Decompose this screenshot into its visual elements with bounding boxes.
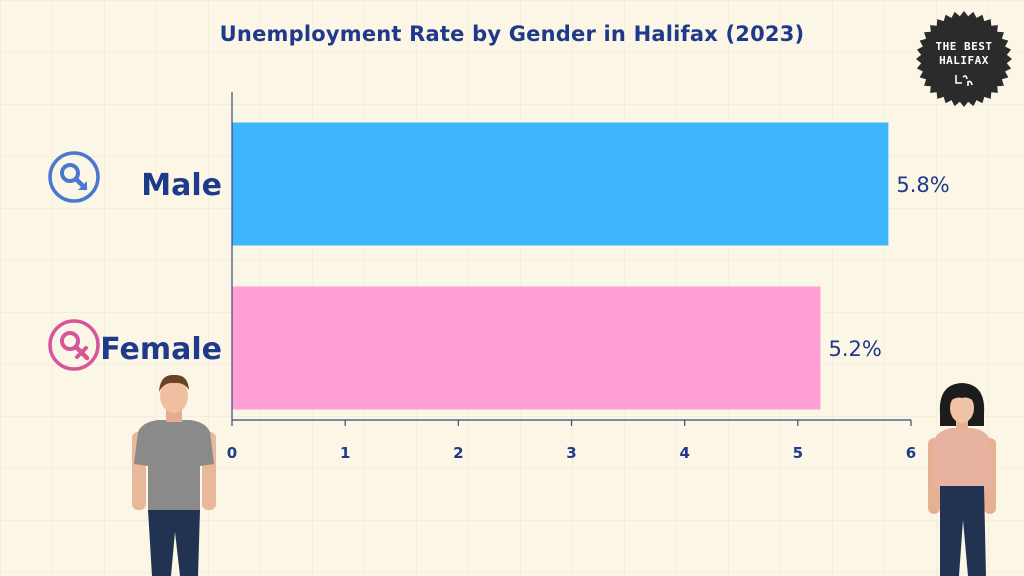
logo-line1: THE BEST	[935, 40, 993, 53]
bar-female	[232, 286, 821, 410]
female-symbol-icon	[48, 319, 100, 371]
woman-illustration	[928, 383, 996, 576]
value-label-male: 5.8%	[896, 173, 949, 197]
logo-badge: THE BEST HALIFAX	[915, 10, 1013, 108]
logo-line2: HALIFAX	[939, 54, 989, 67]
logo-seal-shape	[916, 11, 1012, 107]
x-tick-label: 2	[453, 444, 463, 462]
x-tick-label: 6	[906, 444, 916, 462]
logo-doodle-icon	[955, 75, 973, 86]
x-tick-label: 4	[679, 444, 689, 462]
category-label-male: Male	[141, 168, 222, 203]
x-tick-label: 5	[793, 444, 803, 462]
value-label-female: 5.2%	[828, 337, 881, 361]
x-tick-label: 0	[227, 444, 237, 462]
x-tick-label: 3	[566, 444, 576, 462]
bar-male	[232, 122, 889, 246]
chart-title: Unemployment Rate by Gender in Halifax (…	[219, 22, 805, 46]
male-symbol-icon	[48, 151, 100, 203]
man-illustration	[132, 374, 216, 576]
category-label-female: Female	[100, 332, 222, 367]
x-tick-label: 1	[340, 444, 350, 462]
